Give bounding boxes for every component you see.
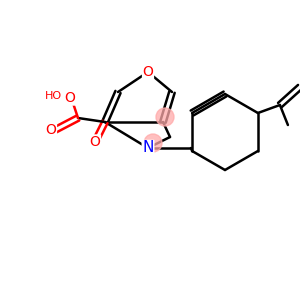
Text: O: O	[46, 123, 56, 137]
Circle shape	[144, 134, 162, 152]
Text: N: N	[142, 140, 154, 155]
Circle shape	[156, 108, 174, 126]
Text: HO: HO	[45, 91, 62, 101]
Text: O: O	[142, 65, 153, 79]
Text: O: O	[90, 135, 101, 149]
Text: O: O	[64, 91, 75, 105]
